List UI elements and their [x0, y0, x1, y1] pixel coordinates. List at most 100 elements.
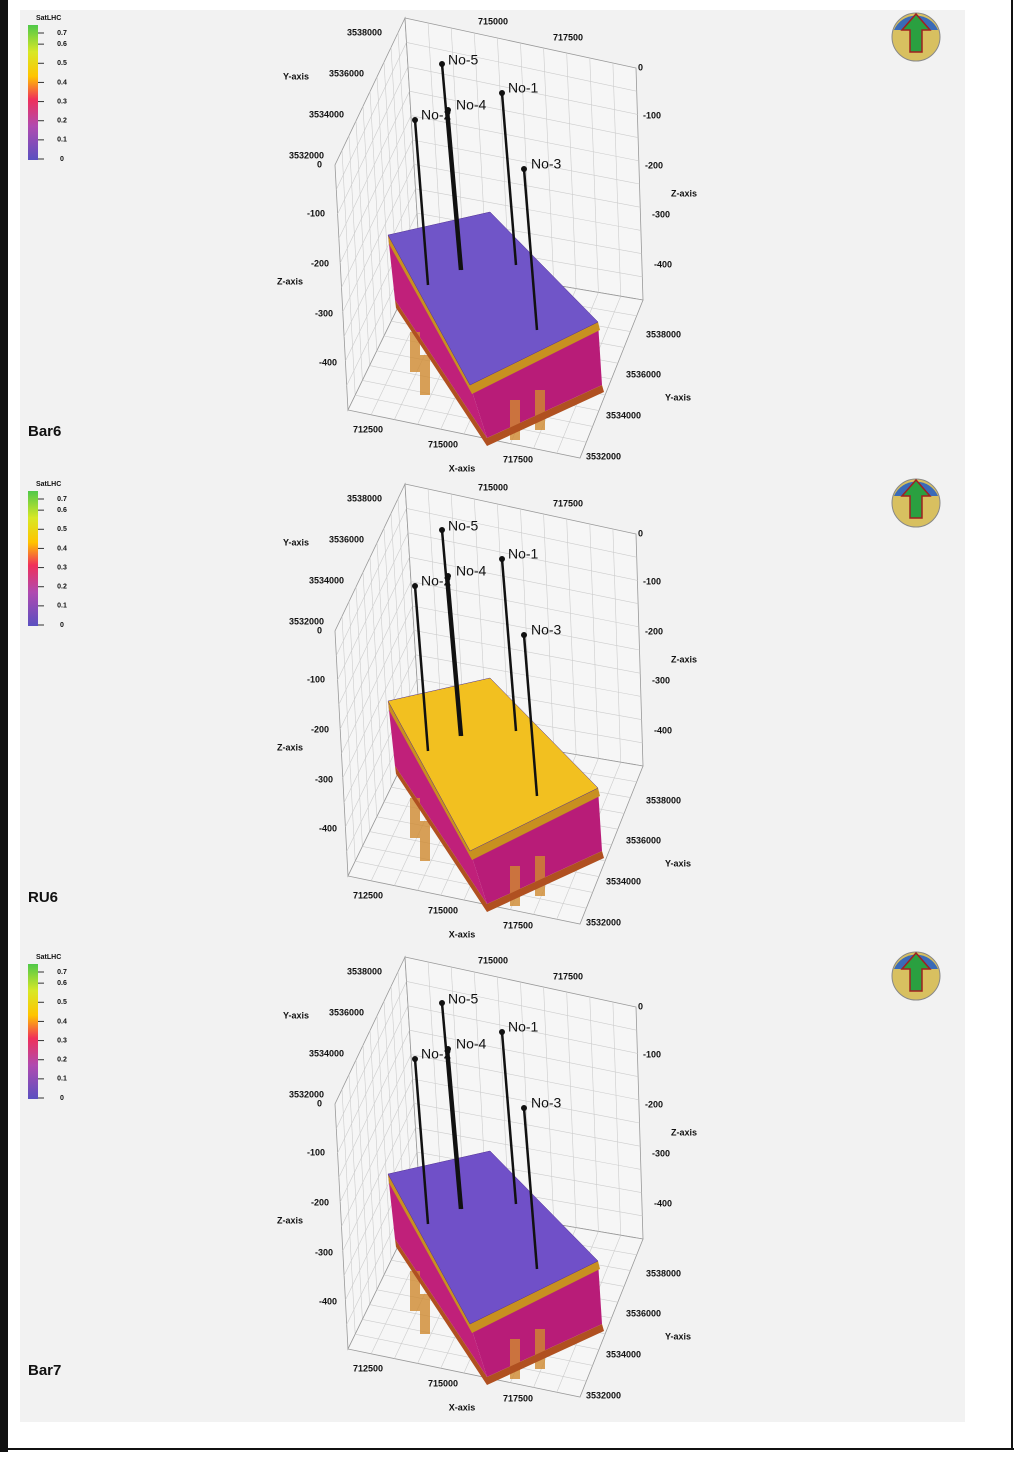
colorbar-tick-label: 0.2: [57, 584, 67, 591]
block-stripe: [535, 856, 545, 896]
tick-label: -400: [654, 1198, 672, 1208]
block-stripe: [420, 821, 430, 861]
block-base: [395, 766, 604, 912]
colorbar-tick-label: 0.6: [57, 980, 67, 987]
well-head: [521, 1105, 527, 1111]
axis-label: Y-axis: [665, 1331, 691, 1341]
tick-label: -100: [307, 674, 325, 684]
tick-label: 3538000: [646, 795, 681, 805]
block-stripe: [410, 332, 420, 372]
grid-line: [348, 601, 363, 847]
well-head: [439, 1000, 445, 1006]
block-stripe: [510, 866, 520, 906]
well-head: [439, 61, 445, 67]
tick-label: 3534000: [606, 410, 641, 420]
well-head: [412, 117, 418, 123]
colorbar-tick-label: 0.1: [57, 1076, 67, 1083]
block-right: [470, 1261, 602, 1377]
axis-label: Z-axis: [671, 1127, 697, 1137]
grid-line: [589, 523, 599, 759]
well-label: No-4: [456, 563, 487, 579]
axis-label: Z-axis: [671, 188, 697, 198]
well-path: [440, 1002, 462, 1210]
grid-line: [362, 1045, 378, 1290]
axis-label: Y-axis: [283, 537, 309, 547]
colorbar: [28, 964, 38, 1099]
well-head: [499, 90, 505, 96]
colorbar-title: SatLHC: [36, 15, 61, 22]
tick-label: 715000: [478, 955, 508, 965]
grid-line: [355, 120, 370, 366]
tick-label: 717500: [503, 920, 533, 930]
tick-label: 3532000: [289, 1089, 324, 1099]
tick-label: 3536000: [329, 68, 364, 78]
grid-line: [612, 528, 621, 763]
tick-label: -300: [652, 209, 670, 219]
grid-line: [341, 1078, 413, 1227]
tick-label: 715000: [478, 16, 508, 26]
well-path: [500, 1031, 518, 1205]
colorbar-tick-label: 0.6: [57, 41, 67, 48]
tick-label: 717500: [503, 454, 533, 464]
panel-label: Bar6: [28, 423, 61, 440]
well-head: [445, 573, 451, 579]
block-right: [470, 788, 602, 904]
tick-label: -100: [307, 1147, 325, 1157]
well-path: [522, 634, 539, 797]
grid-line: [341, 616, 356, 862]
tick-label: 3534000: [309, 575, 344, 585]
well-path: [413, 585, 430, 752]
well-head: [499, 1029, 505, 1035]
panel: SatLHC 0.7 0.6 0.5 0.4 0.3 0.2 0.1 0 No-5 No-4 No-1…: [28, 951, 941, 1412]
tick-label: -300: [652, 1148, 670, 1158]
grid-line: [343, 654, 416, 803]
axis-label: Y-axis: [283, 71, 309, 81]
colorbar-tick-label: 0.4: [57, 545, 67, 552]
tick-label: 717500: [553, 971, 583, 981]
grid-line: [355, 1059, 370, 1305]
tick-label: -300: [315, 308, 333, 318]
colorbar-tick-label: 0: [60, 156, 64, 163]
tick-label: 3534000: [309, 109, 344, 119]
tick-label: 717500: [503, 1393, 533, 1403]
colorbar-tick-label: 0.5: [57, 999, 67, 1006]
colorbar-tick-label: 0.1: [57, 603, 67, 610]
block-right: [470, 322, 602, 438]
tick-label: 715000: [428, 439, 458, 449]
tick-label: 715000: [428, 905, 458, 915]
well-label: No-5: [448, 991, 479, 1007]
axis-label: X-axis: [449, 463, 476, 473]
tick-label: 3532000: [586, 917, 621, 927]
tick-label: 3538000: [347, 27, 382, 37]
panel-label: RU6: [28, 889, 58, 906]
tick-label: -100: [643, 1049, 661, 1059]
tick-label: 3534000: [606, 1349, 641, 1359]
tick-label: 3536000: [329, 534, 364, 544]
axis-label: Z-axis: [277, 276, 303, 286]
panel: SatLHC 0.7 0.6 0.5 0.4 0.3 0.2 0.1 0 No-5 No-4 No-1…: [28, 12, 941, 473]
tick-label: 712500: [353, 424, 383, 434]
tick-label: -100: [643, 576, 661, 586]
well-path: [440, 529, 462, 737]
left-border: [0, 0, 8, 1452]
block-base: [395, 1239, 604, 1385]
tick-label: -300: [652, 675, 670, 685]
grid-line: [341, 1089, 356, 1335]
grid-line: [362, 106, 378, 351]
well-path: [413, 1058, 430, 1225]
block-layer: [388, 701, 600, 860]
well-label: No-1: [508, 1019, 539, 1035]
colorbar-title: SatLHC: [36, 954, 61, 961]
tick-label: 3532000: [586, 451, 621, 461]
tick-label: 3538000: [347, 493, 382, 503]
block-stripe: [535, 1329, 545, 1369]
grid-line: [543, 47, 555, 285]
well-label: No-5: [448, 518, 479, 534]
well-head: [445, 107, 451, 113]
colorbar-tick-label: 0.2: [57, 118, 67, 125]
tick-label: 3532000: [289, 150, 324, 160]
tick-label: -200: [311, 258, 329, 268]
tick-label: 3538000: [646, 329, 681, 339]
colorbar-tick-label: 0.7: [57, 30, 67, 37]
well-path: [446, 575, 464, 737]
